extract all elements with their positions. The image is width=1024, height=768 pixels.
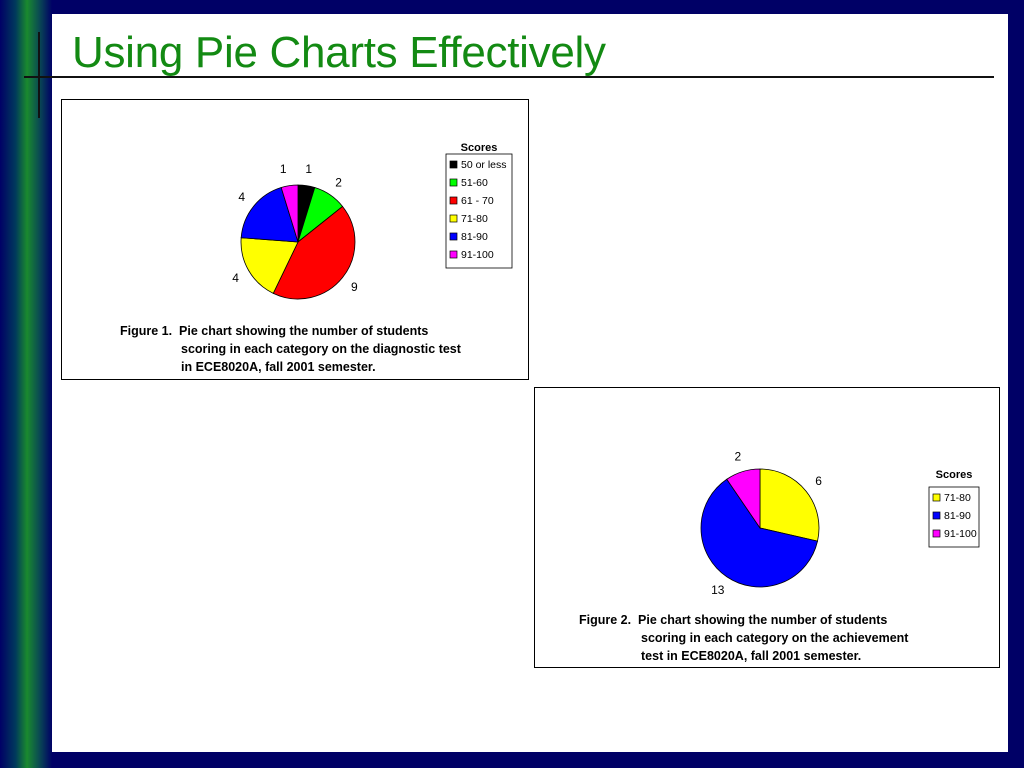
chart1-slice-4 [240,187,299,243]
figure1-pie-chart: 1 2 9 4 4 1 Scores 50 or less 51-60 61 - 70 71-80 8… [232,142,513,300]
figure1-caption-line2: scoring in each category on the diagnost… [181,342,461,356]
chart1-data-label-1: 2 [335,176,342,190]
figure1-caption-line1: Pie chart showing the number of students [179,324,429,338]
chart1-legend-label-2: 61 - 70 [461,195,494,207]
chart1-data-label-5: 1 [280,162,287,176]
chart1-legend-label-4: 81-90 [461,231,488,243]
chart1-legend-label-1: 51-60 [461,177,488,189]
chart1-data-label-3: 4 [232,271,239,285]
figure2-caption-line3: test in ECE8020A, fall 2001 semester. [641,649,862,663]
chart1-slice-5 [280,184,299,243]
figure2-caption: Figure 2. Pie chart showing the number o… [579,611,908,665]
chart1-data-label-4: 4 [238,190,245,204]
chart1-legend-swatch-0 [449,160,458,169]
chart2-legend-label-0: 71-80 [944,492,971,504]
figure2-pie-chart: 6 13 2 Scores 71-80 81-90 91-100 [700,449,980,597]
figure2-chart-box: 6 13 2 Scores 71-80 81-90 91-100 Figure 2. Pie… [534,387,1000,668]
chart2-legend-swatch-0 [932,493,941,502]
chart1-data-label-0: 1 [305,162,312,176]
footer-institute: Georgia Institute of Technology [708,724,894,739]
chart1-legend-swatch-4 [449,232,458,241]
chart2-legend-label-1: 81-90 [944,510,971,522]
slide-canvas: Using Pie Charts Effectively 1 2 9 4 4 1 Score… [24,14,1008,752]
title-tick-line [38,32,40,118]
footer-course: Professional Communication Skills [65,724,273,739]
figure2-caption-line1: Pie chart showing the number of students [638,613,888,627]
chart2-slice-1 [700,478,819,588]
chart2-legend-swatch-1 [932,511,941,520]
chart1-legend-label-0: 50 or less [461,159,507,171]
chart1-legend-title: Scores [461,142,498,154]
side-accent-bar [0,0,52,768]
footer-school: School of Electrical and Computer Engine… [348,724,628,739]
chart1-legend-swatch-1 [449,178,458,187]
chart2-legend-swatch-2 [932,529,941,538]
figure1-caption-line3: in ECE8020A, fall 2001 semester. [181,360,376,374]
chart1-legend-swatch-2 [449,196,458,205]
chart2-slice-0 [759,468,820,542]
chart1-legend-swatch-5 [449,250,458,259]
chart2-slice-2 [726,468,761,530]
chart1-legend-label-5: 91-100 [461,249,494,261]
chart1-legend-box [445,153,513,269]
chart1-slice-3 [240,237,299,294]
figure2-caption-line2: scoring in each category on the achievem… [641,631,909,645]
chart2-data-label-1: 13 [711,583,725,597]
chart2-data-label-2: 2 [735,449,742,463]
figure1-chart-box: 1 2 9 4 4 1 Scores 50 or less 51-60 61 - 70 71-80 8… [61,99,529,380]
figure2-label: Figure 2. [579,613,632,627]
chart1-legend-label-3: 71-80 [461,213,488,225]
chart1-data-label-2: 9 [351,280,358,294]
chart2-data-label-0: 6 [815,474,822,488]
chart1-legend-swatch-3 [449,214,458,223]
slide-title: Using Pie Charts Effectively [72,28,606,77]
figure1-label: Figure 1. [120,324,173,338]
footer-page-number: 13 [968,724,984,739]
chart2-legend-title: Scores [936,469,973,481]
chart2-legend-label-2: 91-100 [944,528,977,540]
title-underline [24,76,994,78]
chart1-slice-2 [272,205,356,300]
figure1-caption: Figure 1. Pie chart showing the number o… [120,322,461,376]
